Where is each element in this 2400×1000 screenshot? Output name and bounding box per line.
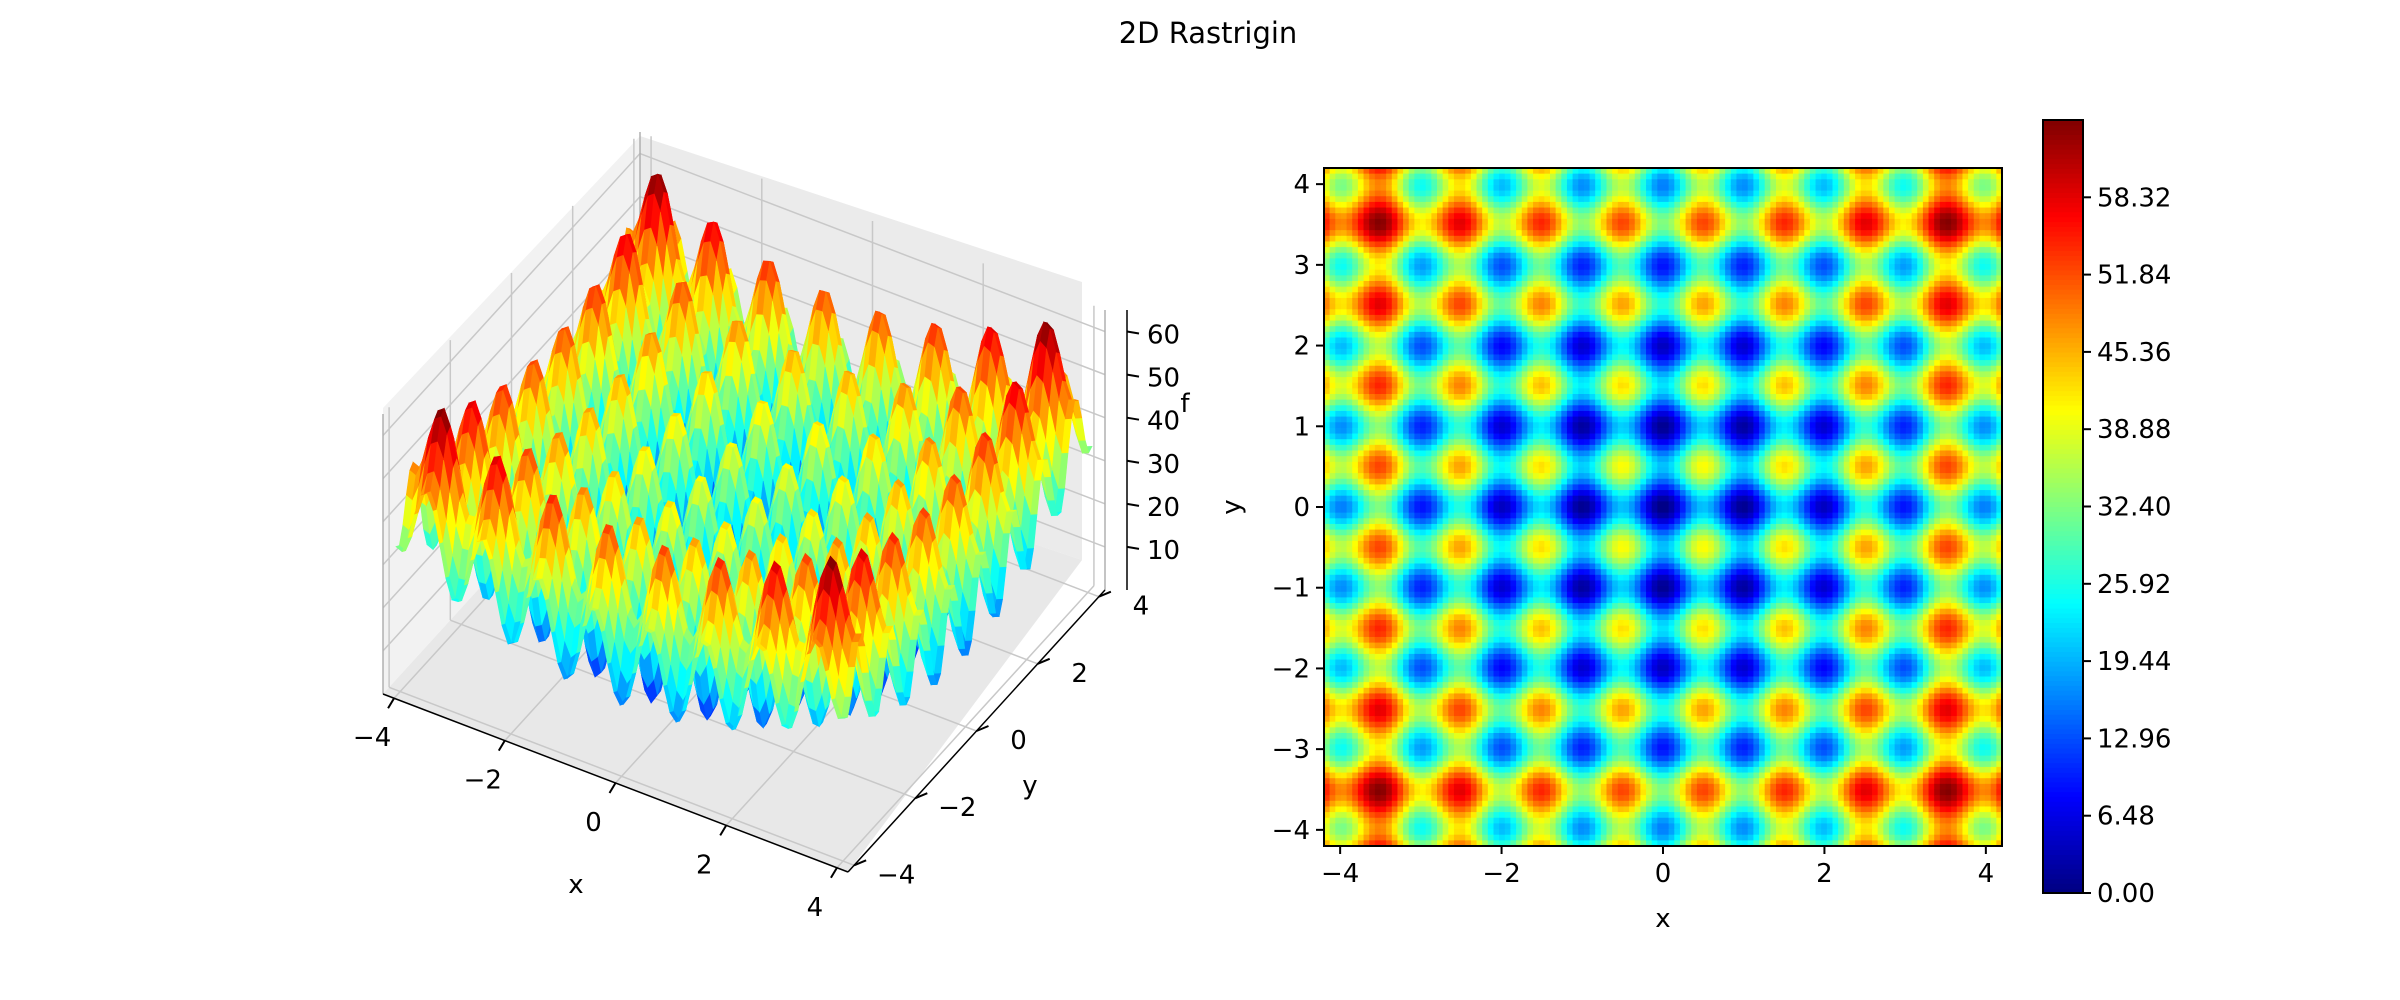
figure-title: 2D Rastrigin: [1119, 16, 1298, 50]
surface-mesh: [395, 173, 1093, 731]
